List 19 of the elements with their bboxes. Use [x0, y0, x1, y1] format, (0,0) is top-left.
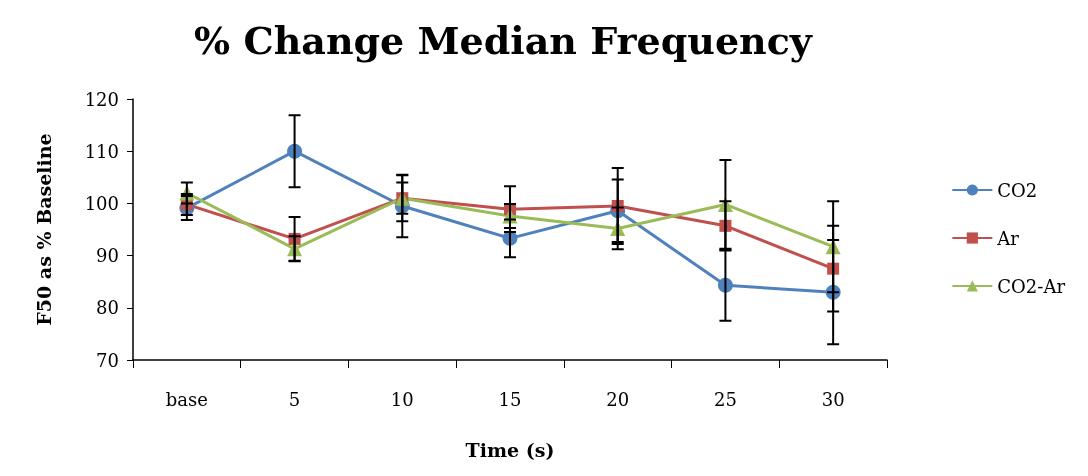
y-axis-title: F50 as % Baseline: [32, 133, 55, 326]
legend-label: CO2: [997, 179, 1038, 201]
y-tick-label: 70: [96, 349, 119, 371]
y-tick-label: 90: [96, 245, 119, 267]
y-tick-label: 100: [84, 192, 119, 214]
chart-title: % Change Median Frequency: [194, 17, 813, 63]
y-tick-label: 80: [96, 297, 119, 319]
y-tick-label: 110: [84, 140, 119, 162]
legend-label: Ar: [996, 227, 1020, 249]
x-tick-label: 30: [821, 388, 845, 410]
x-tick-label: 25: [713, 388, 737, 410]
x-tick-label: 15: [498, 388, 522, 410]
x-tick-label: 20: [606, 388, 630, 410]
y-tick-label: 120: [84, 88, 119, 110]
x-tick-label: base: [165, 388, 208, 410]
x-tick-label: 10: [390, 388, 414, 410]
x-axis-title: Time (s): [465, 438, 555, 461]
x-tick-label: 5: [288, 388, 301, 410]
legend-label: CO2-Ar: [997, 275, 1066, 297]
